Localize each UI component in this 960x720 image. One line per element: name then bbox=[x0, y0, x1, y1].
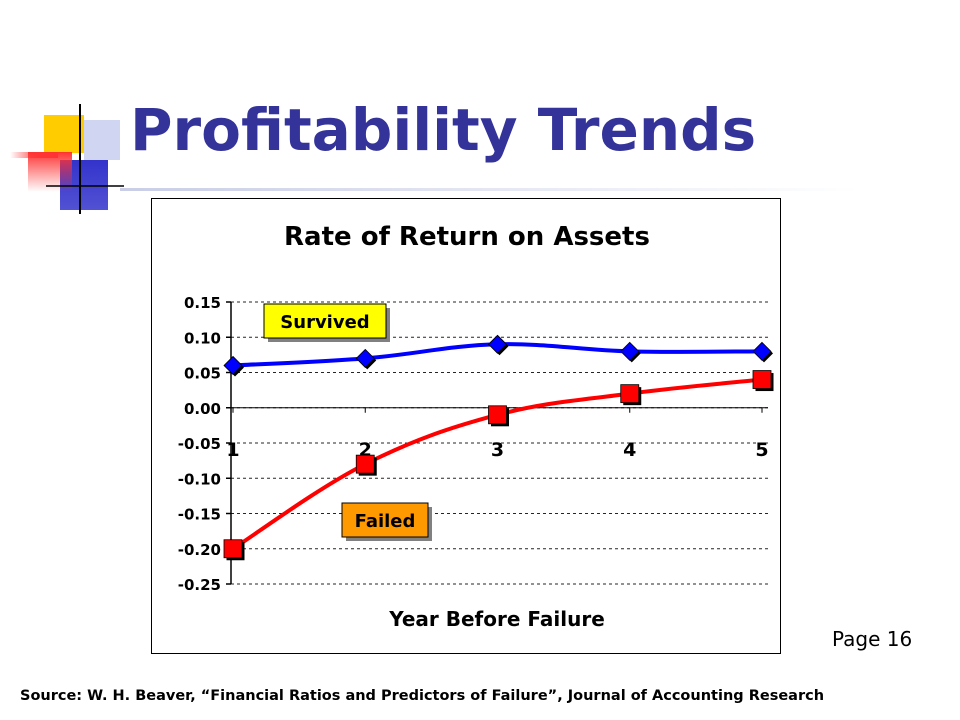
series-line-failed bbox=[231, 377, 763, 551]
slide-title: Profitability Trends bbox=[130, 96, 757, 164]
x-tick-label: 5 bbox=[755, 439, 768, 461]
rate-of-return-chart: 0.15 0.10 0.05 0.00 -0.05 -0.10 -0.15 -0.20 -0.2… bbox=[178, 222, 774, 631]
y-tick-label: -0.20 bbox=[178, 541, 221, 559]
y-tick-label: 0.10 bbox=[184, 329, 221, 347]
y-tick-label: -0.15 bbox=[178, 506, 221, 524]
label-failed: Failed bbox=[355, 511, 416, 532]
data-point-failed bbox=[752, 370, 772, 389]
deco-yellow-square bbox=[44, 115, 84, 153]
y-tick-label: -0.25 bbox=[178, 576, 221, 594]
data-point-survived bbox=[487, 334, 508, 354]
page-number: Page 16 bbox=[832, 627, 913, 651]
data-point-survived bbox=[355, 348, 375, 368]
x-tick-label: 1 bbox=[226, 439, 239, 461]
y-tick-label: -0.05 bbox=[178, 435, 221, 453]
label-survived-box bbox=[263, 303, 387, 339]
data-point-failed bbox=[488, 405, 507, 425]
deco-title-underline bbox=[120, 188, 860, 191]
data-point-failed bbox=[223, 539, 243, 559]
x-tick-label: 4 bbox=[623, 439, 636, 461]
deco-lightblue-square bbox=[84, 120, 120, 160]
source-citation: Source: W. H. Beaver, “Financial Ratios … bbox=[20, 688, 825, 704]
x-axis-label: Year Before Failure bbox=[388, 607, 605, 631]
data-point-survived bbox=[620, 341, 640, 361]
y-tick-label: 0.15 bbox=[184, 294, 221, 312]
y-tick-label: 0.00 bbox=[184, 400, 221, 418]
deco-blue-square bbox=[60, 160, 108, 210]
data-point-failed bbox=[620, 384, 640, 404]
data-point-failed bbox=[355, 454, 375, 474]
label-survived: Survived bbox=[280, 312, 369, 333]
data-point-survived bbox=[752, 341, 772, 361]
deco-red-square bbox=[28, 152, 72, 192]
chart-title: Rate of Return on Assets bbox=[284, 222, 650, 252]
y-tick-label: 0.05 bbox=[184, 365, 221, 383]
deco-red-bar bbox=[10, 152, 58, 158]
data-point-survived bbox=[223, 355, 243, 376]
x-tick-label: 3 bbox=[491, 439, 504, 461]
label-failed-box bbox=[341, 502, 429, 538]
y-tick-label: -0.10 bbox=[178, 470, 221, 488]
chart-frame: 0.15 0.10 0.05 0.00 -0.05 -0.10 -0.15 -0.20 -0.2… bbox=[151, 198, 781, 654]
